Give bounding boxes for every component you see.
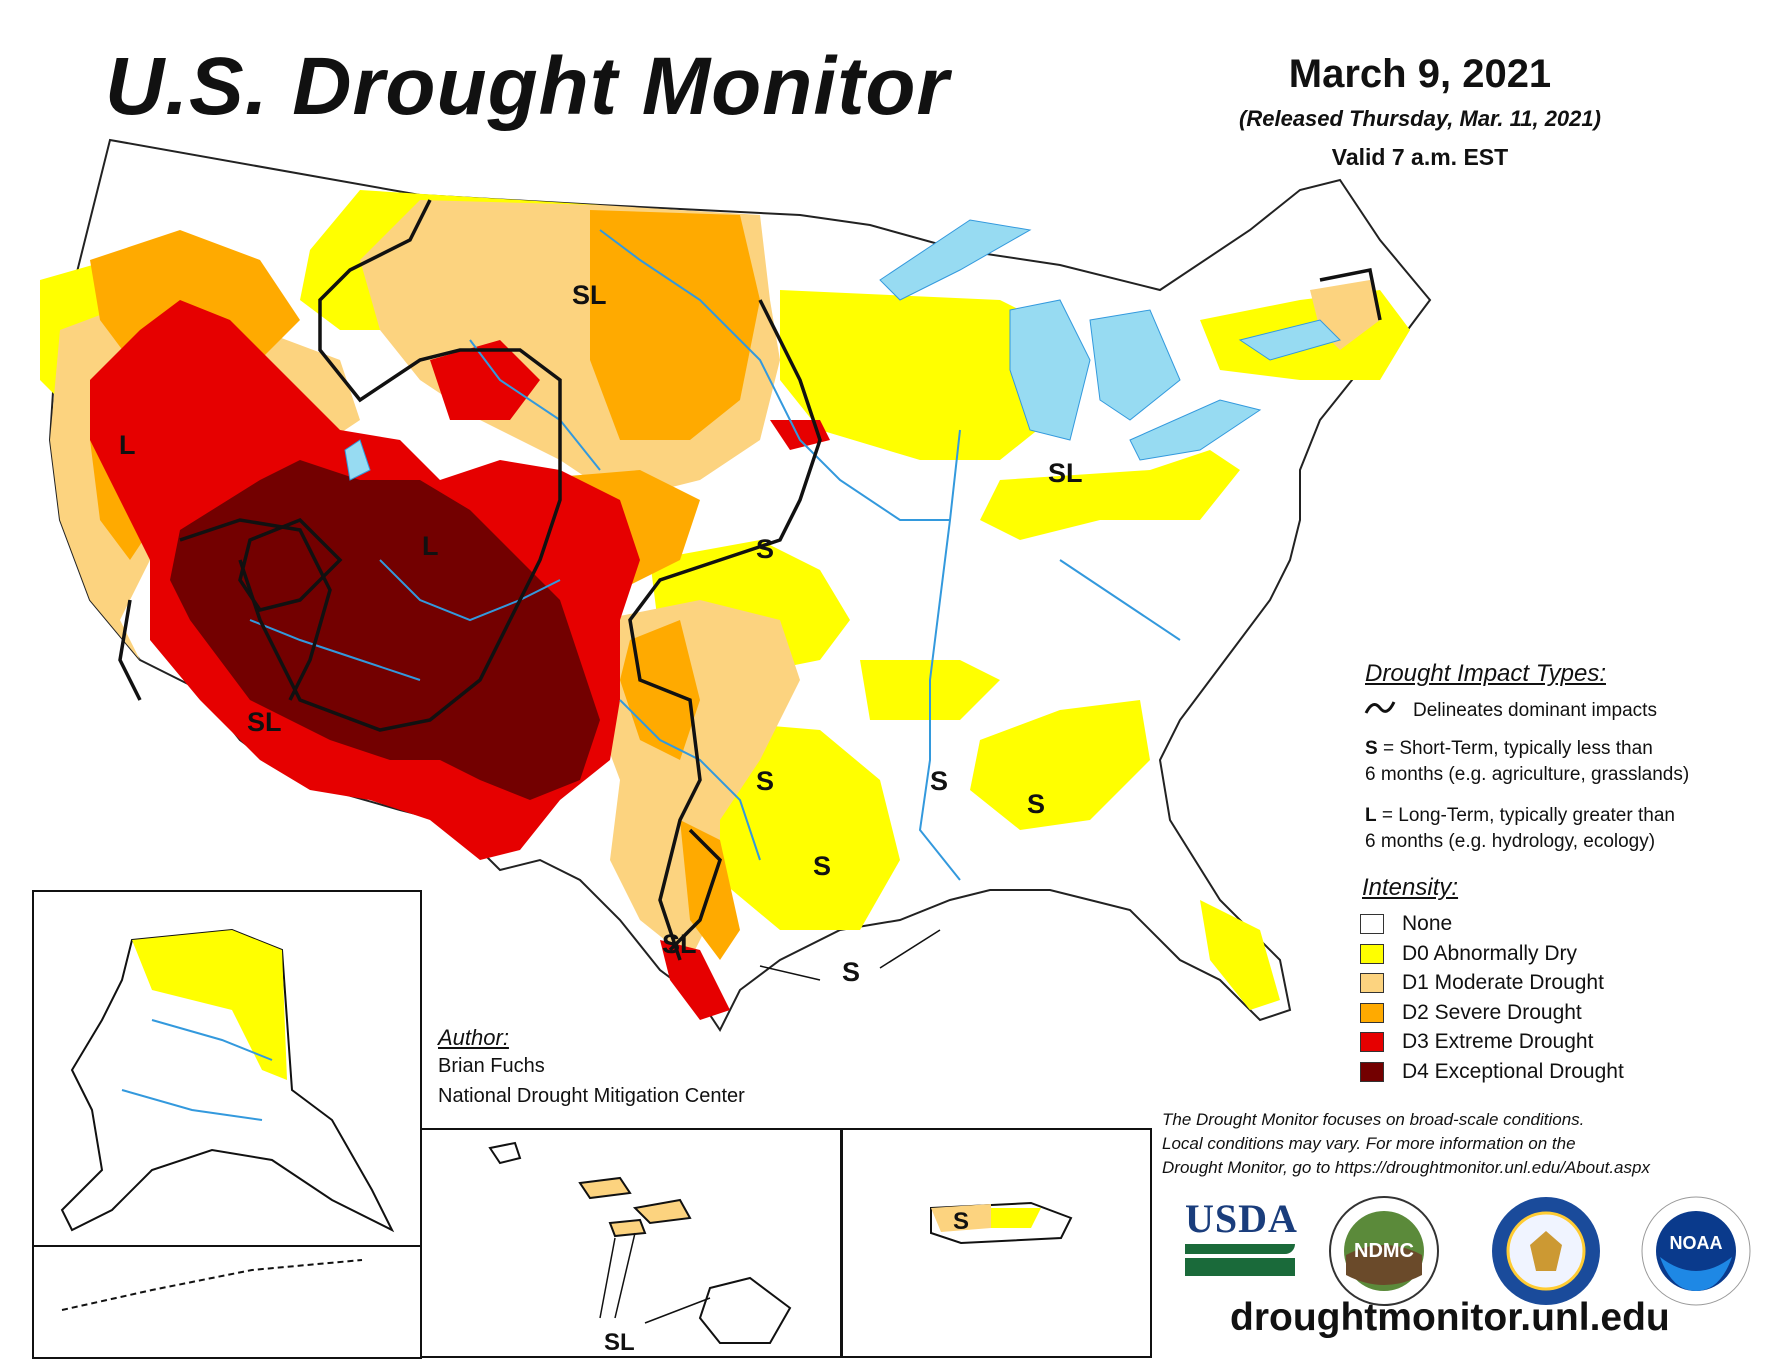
ndmc-logo: NDMC	[1329, 1196, 1439, 1306]
intensity-row: D4 Exceptional Drought	[1360, 1060, 1624, 1084]
site-url[interactable]: droughtmonitor.unl.edu	[1230, 1296, 1670, 1339]
rivers	[249, 229, 1181, 881]
intensity-label: D1 Moderate Drought	[1402, 971, 1604, 995]
label-sl-hawaii: SL	[604, 1329, 635, 1356]
long-term-text: = Long-Term, typically greater than	[1376, 805, 1675, 826]
impact-boundaries	[118, 199, 1382, 961]
noaa-logo: NOAA	[1641, 1196, 1751, 1306]
short-term-line: S = Short-Term, typically less than	[1365, 736, 1653, 762]
label-sl-south-texas: SL	[662, 929, 697, 959]
valid-time: Valid 7 a.m. EST	[1331, 144, 1509, 170]
d4-zones	[170, 460, 600, 800]
delineation-line-icon	[1364, 701, 1396, 714]
intensity-row: D2 Severe Drought	[1360, 1001, 1582, 1025]
puerto-rico-inset: S	[841, 1128, 1152, 1358]
impact-types-heading: Drought Impact Types:	[1365, 660, 1606, 687]
label-s-alabama: S	[1027, 789, 1045, 819]
map-date: March 9, 2021	[1288, 52, 1552, 96]
label-s-kansas: S	[756, 534, 774, 564]
intensity-label: D3 Extreme Drought	[1402, 1030, 1594, 1054]
intensity-row: D0 Abnormally Dry	[1360, 942, 1577, 966]
label-sl-great-lakes: SL	[1048, 458, 1083, 488]
label-s-texas-north: S	[756, 766, 774, 796]
commerce-logo	[1492, 1197, 1600, 1305]
great-lakes	[344, 219, 1341, 481]
leader-lines	[759, 929, 941, 981]
release-date: (Released Thursday, Mar. 11, 2021)	[1239, 106, 1601, 131]
hawaii-inset: SL	[420, 1128, 842, 1358]
disclaimer: The Drought Monitor focuses on broad-sca…	[1162, 1108, 1762, 1180]
intensity-row: D1 Moderate Drought	[1360, 971, 1604, 995]
author-name: Brian Fuchs	[438, 1055, 545, 1077]
intensity-swatch	[1360, 943, 1384, 964]
short-term-text2: 6 months (e.g. agriculture, grasslands)	[1365, 764, 1690, 785]
intensity-swatch	[1360, 914, 1384, 934]
author-heading: Author:	[438, 1025, 509, 1050]
alaska-inset	[32, 890, 422, 1359]
intensity-label: D2 Severe Drought	[1402, 1000, 1582, 1024]
label-l-utah: L	[422, 531, 439, 561]
usda-logo-text: USDA	[1185, 1196, 1298, 1241]
short-term-key: S	[1365, 738, 1378, 759]
ndmc-logo-text: NDMC	[1354, 1240, 1414, 1262]
intensity-label: D4 Exceptional Drought	[1402, 1060, 1624, 1083]
intensity-swatch	[1360, 973, 1384, 994]
disclaimer-line-2: Local conditions may vary. For more info…	[1162, 1134, 1576, 1153]
map-title: U.S. Drought Monitor	[105, 41, 950, 132]
author-org: National Drought Mitigation Center	[438, 1085, 745, 1107]
long-term-key: L	[1365, 805, 1377, 826]
intensity-swatch	[1360, 1002, 1384, 1023]
delineates-text: Delineates dominant impacts	[1413, 700, 1657, 721]
label-s-arkansas: S	[930, 766, 948, 796]
label-l-nevada: L	[119, 430, 136, 460]
label-s-texas-east: S	[813, 851, 831, 881]
label-sl-arizona: SL	[247, 707, 282, 737]
label-s-puerto-rico: S	[953, 1208, 969, 1235]
disclaimer-line-3: Drought Monitor, go to https://droughtmo…	[1162, 1158, 1650, 1177]
noaa-logo-text: NOAA	[1670, 1233, 1723, 1253]
intensity-label: None	[1402, 912, 1453, 935]
label-sl-montana: SL	[572, 280, 607, 310]
disclaimer-line-1: The Drought Monitor focuses on broad-sca…	[1162, 1110, 1585, 1129]
intensity-label: D0 Abnormally Dry	[1402, 941, 1578, 965]
short-term-text: = Short-Term, typically less than	[1377, 738, 1653, 759]
intensity-row: None	[1360, 912, 1452, 936]
intensity-row: D3 Extreme Drought	[1360, 1030, 1593, 1054]
intensity-heading: Intensity:	[1362, 874, 1459, 901]
intensity-swatch	[1360, 1032, 1384, 1053]
usda-logo: USDA	[1185, 1195, 1298, 1276]
intensity-swatch	[1360, 1062, 1384, 1082]
long-term-text2: 6 months (e.g. hydrology, ecology)	[1365, 831, 1656, 852]
long-term-line: L = Long-Term, typically greater than	[1365, 803, 1675, 829]
label-s-gulf: S	[842, 957, 860, 987]
